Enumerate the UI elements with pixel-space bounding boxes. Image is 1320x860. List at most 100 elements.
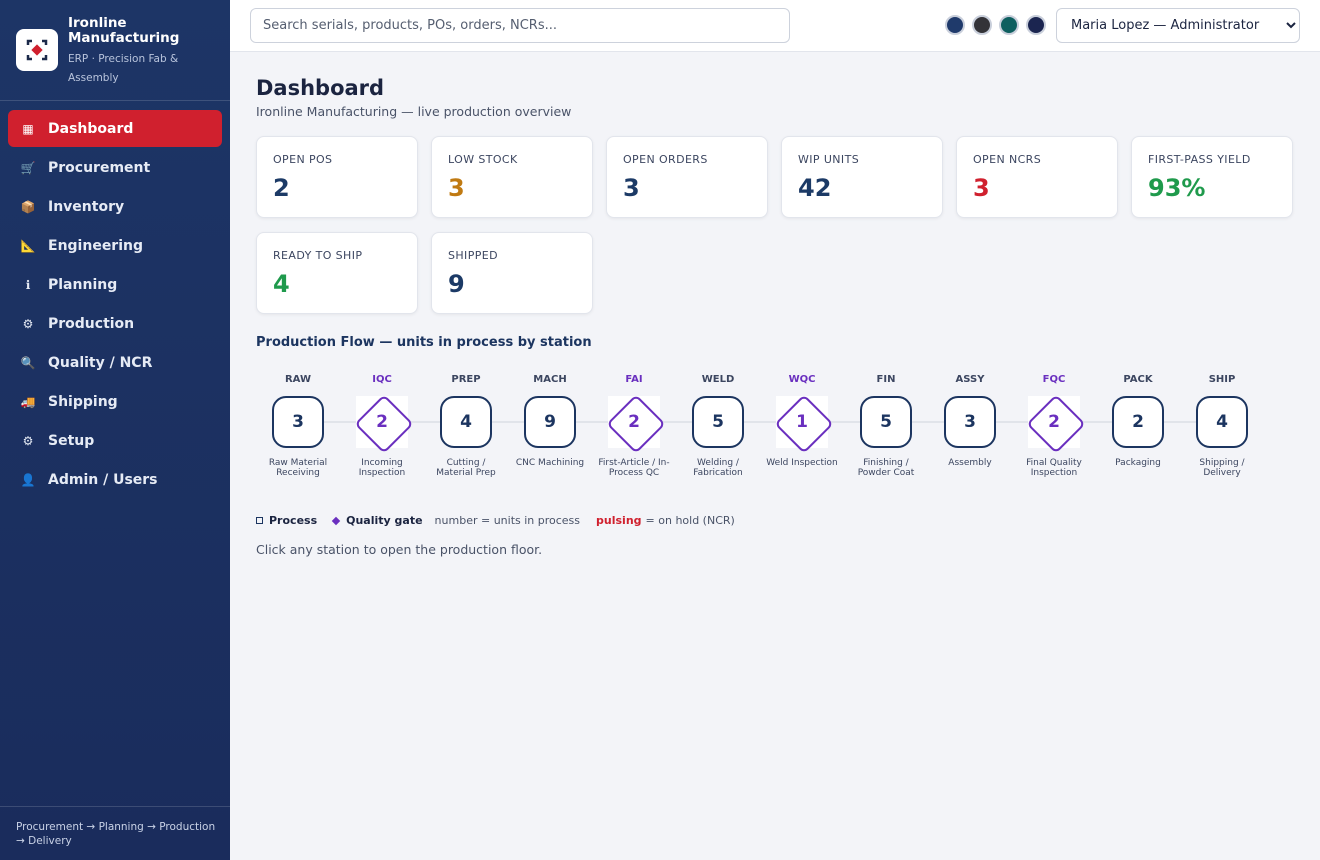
station[interactable]: WQC 1 Weld Inspection (760, 374, 844, 468)
nav-icon: 🔍 (20, 355, 36, 370)
station-code: PREP (451, 374, 481, 385)
station-name: Welding / Fabrication (693, 458, 743, 478)
nav-item[interactable]: ℹ Planning (8, 266, 222, 303)
theme-swatch[interactable] (945, 15, 965, 35)
theme-swatch[interactable] (972, 15, 992, 35)
nav-item[interactable]: 🔍 Quality / NCR (8, 344, 222, 381)
station-code: ASSY (955, 374, 985, 385)
legend-gate-icon (331, 516, 341, 525)
sidebar-footer: Procurement → Planning → Production → De… (16, 821, 216, 847)
kpi-card: READY TO SHIP 4 (256, 232, 418, 314)
kpi-card: WIP UNITS 42 (781, 136, 943, 218)
station-code: FQC (1042, 374, 1066, 385)
kpi-value: 42 (798, 174, 832, 202)
station-name: First-Article / In-Process QC (598, 458, 670, 478)
station-code: PACK (1123, 374, 1153, 385)
station-count: 5 (712, 412, 724, 432)
nav-label: Planning (48, 276, 118, 293)
kpi-card: OPEN POS 2 (256, 136, 418, 218)
nav-icon: 👤 (20, 472, 36, 487)
station-code: WELD (701, 374, 735, 385)
station-count: 4 (460, 412, 472, 432)
legend-number-note: number = units in process (434, 514, 581, 527)
nav-item[interactable]: ⚙ Production (8, 305, 222, 342)
nav-label: Quality / NCR (48, 354, 153, 371)
station-count: 3 (964, 412, 976, 432)
station-count: 2 (1048, 412, 1060, 432)
station[interactable]: IQC 2 Incoming Inspection (340, 374, 424, 478)
station[interactable]: MACH 9 CNC Machining (508, 374, 592, 468)
station-code: FAI (625, 374, 643, 385)
kpi-label: WIP UNITS (798, 153, 860, 166)
station-gate: 2 (1028, 396, 1080, 448)
nav-icon: ⚙ (22, 433, 34, 448)
station-code: FIN (876, 374, 896, 385)
kpi-label: LOW STOCK (448, 153, 518, 166)
nav-item[interactable]: ⚙ Setup (8, 422, 222, 459)
station[interactable]: ASSY 3 Assembly (928, 374, 1012, 468)
station-process: 4 (1196, 396, 1248, 448)
station-name: Shipping / Delivery (1199, 458, 1245, 478)
station-gate: 1 (776, 396, 828, 448)
station-count: 2 (376, 412, 388, 432)
kpi-card: OPEN NCRS 3 (956, 136, 1118, 218)
theme-swatch[interactable] (1026, 15, 1046, 35)
nav-label: Procurement (48, 159, 151, 176)
logo (16, 29, 58, 71)
station-process: 9 (524, 396, 576, 448)
nav-item[interactable]: ▦ Dashboard (8, 110, 222, 147)
station-process: 3 (272, 396, 324, 448)
station-process: 5 (860, 396, 912, 448)
station[interactable]: WELD 5 Welding / Fabrication (676, 374, 760, 478)
station-name: Packaging (1115, 458, 1161, 468)
station-code: RAW (284, 374, 312, 385)
station[interactable]: PREP 4 Cutting / Material Prep (424, 374, 508, 478)
legend-gate: Quality gate (346, 514, 423, 527)
station[interactable]: RAW 3 Raw Material Receiving (256, 374, 340, 478)
nav-item[interactable]: 👤 Admin / Users (8, 461, 222, 498)
search-input[interactable]: Search serials, products, POs, orders, N… (250, 8, 790, 43)
kpi-value: 4 (273, 270, 290, 298)
user-select[interactable]: Maria Lopez — Administrator (1056, 8, 1300, 43)
station-gate: 2 (356, 396, 408, 448)
nav-item[interactable]: 🛒 Procurement (8, 149, 222, 186)
page-subtitle: Ironline Manufacturing — live production… (256, 104, 572, 119)
station[interactable]: SHIP 4 Shipping / Delivery (1180, 374, 1264, 478)
kpi-card: OPEN ORDERS 3 (606, 136, 768, 218)
nav-icon: 🛒 (20, 160, 36, 175)
flow-line (298, 421, 1222, 423)
kpi-label: FIRST-PASS YIELD (1148, 153, 1251, 166)
station-code: SHIP (1208, 374, 1236, 385)
kpi-label: SHIPPED (448, 249, 498, 262)
kpi-label: OPEN ORDERS (623, 153, 708, 166)
station[interactable]: PACK 2 Packaging (1096, 374, 1180, 468)
station-name: Raw Material Receiving (268, 458, 328, 478)
nav-label: Shipping (48, 393, 118, 410)
nav-item[interactable]: 📦 Inventory (8, 188, 222, 225)
station[interactable]: FQC 2 Final Quality Inspection (1012, 374, 1096, 478)
station[interactable]: FAI 2 First-Article / In-Process QC (592, 374, 676, 478)
legend-pulsing: pulsing (596, 514, 642, 527)
nav-icon: ℹ (25, 277, 31, 292)
topbar: Search serials, products, POs, orders, N… (230, 0, 1320, 52)
nav-item[interactable]: 📐 Engineering (8, 227, 222, 264)
kpi-card: FIRST-PASS YIELD 93% (1131, 136, 1293, 218)
page-title: Dashboard (256, 76, 385, 100)
kpi-value: 93% (1148, 174, 1206, 202)
kpi-value: 9 (448, 270, 465, 298)
brand-name: Ironline Manufacturing (68, 15, 180, 46)
station[interactable]: FIN 5 Finishing / Powder Coat (844, 374, 928, 478)
kpi-value: 3 (973, 174, 990, 202)
station-name: Final Quality Inspection (1026, 458, 1082, 478)
station-name: Finishing / Powder Coat (857, 458, 915, 478)
brand-subtitle: ERP · Precision Fab & Assembly (68, 53, 179, 84)
sidebar: Ironline Manufacturing ERP · Precision F… (0, 0, 230, 860)
nav-label: Production (48, 315, 135, 332)
kpi-value: 3 (623, 174, 640, 202)
theme-swatch[interactable] (999, 15, 1019, 35)
station-code: MACH (533, 374, 567, 385)
station-name: Incoming Inspection (358, 458, 406, 478)
nav-item[interactable]: 🚚 Shipping (8, 383, 222, 420)
nav-icon: ⚙ (22, 316, 34, 331)
